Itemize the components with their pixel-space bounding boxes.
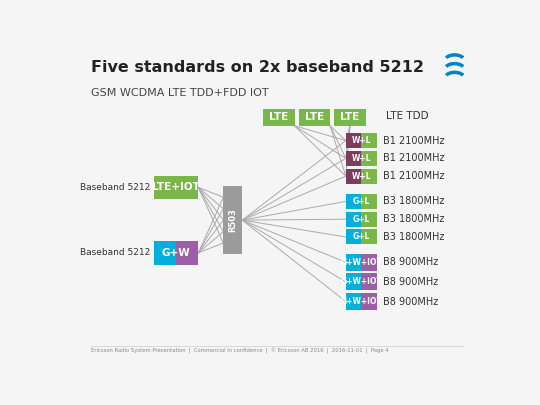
Bar: [346, 230, 361, 245]
Text: LTE: LTE: [269, 112, 288, 122]
Text: LTE: LTE: [340, 112, 360, 122]
Text: W+L: W+L: [352, 154, 371, 163]
Bar: [346, 273, 361, 290]
Bar: [154, 176, 198, 199]
Bar: [361, 194, 377, 209]
Bar: [346, 212, 361, 227]
Bar: [176, 241, 198, 264]
Text: B8 900MHz: B8 900MHz: [383, 257, 438, 267]
Bar: [346, 254, 361, 271]
Bar: [334, 109, 366, 126]
Bar: [361, 254, 377, 271]
Text: B3 1800MHz: B3 1800MHz: [383, 196, 445, 207]
Text: LTE: LTE: [305, 112, 324, 122]
Text: LTE+IOT: LTE+IOT: [152, 182, 200, 192]
Bar: [346, 133, 361, 148]
Bar: [346, 168, 361, 183]
Bar: [224, 186, 242, 254]
Text: Ericsson Radio System Presentation  |  Commercial in confidence  |  © Ericsson A: Ericsson Radio System Presentation | Com…: [91, 347, 388, 354]
Text: B3 1800MHz: B3 1800MHz: [383, 214, 445, 224]
Text: G+W: G+W: [162, 248, 191, 258]
Bar: [361, 273, 377, 290]
Text: G+W+IOT: G+W+IOT: [341, 258, 382, 267]
Text: G+W+IOT: G+W+IOT: [341, 277, 382, 286]
Text: W+L: W+L: [352, 172, 371, 181]
Text: B1 2100MHz: B1 2100MHz: [383, 171, 445, 181]
Bar: [361, 133, 377, 148]
Text: Five standards on 2x baseband 5212: Five standards on 2x baseband 5212: [91, 60, 423, 75]
Text: LTE TDD: LTE TDD: [387, 111, 429, 121]
Text: GSM WCDMA LTE TDD+FDD IOT: GSM WCDMA LTE TDD+FDD IOT: [91, 87, 268, 98]
Bar: [361, 151, 377, 166]
Bar: [299, 109, 330, 126]
Text: R503: R503: [228, 208, 237, 232]
Text: G+L: G+L: [353, 215, 370, 224]
Text: G+W+IOT: G+W+IOT: [341, 297, 382, 306]
Bar: [346, 194, 361, 209]
Bar: [361, 293, 377, 310]
Text: B1 2100MHz: B1 2100MHz: [383, 136, 445, 145]
Text: W+L: W+L: [352, 136, 371, 145]
Bar: [361, 168, 377, 183]
Text: G+L: G+L: [353, 232, 370, 241]
Text: B8 900MHz: B8 900MHz: [383, 296, 438, 307]
Bar: [361, 212, 377, 227]
Text: Baseband 5212: Baseband 5212: [80, 183, 150, 192]
Text: Baseband 5212: Baseband 5212: [80, 248, 150, 257]
Bar: [154, 241, 176, 264]
Bar: [346, 151, 361, 166]
Bar: [263, 109, 294, 126]
Bar: [361, 230, 377, 245]
Text: G+L: G+L: [353, 197, 370, 206]
Bar: [346, 293, 361, 310]
Text: B1 2100MHz: B1 2100MHz: [383, 153, 445, 163]
Text: B3 1800MHz: B3 1800MHz: [383, 232, 445, 242]
Text: B8 900MHz: B8 900MHz: [383, 277, 438, 287]
